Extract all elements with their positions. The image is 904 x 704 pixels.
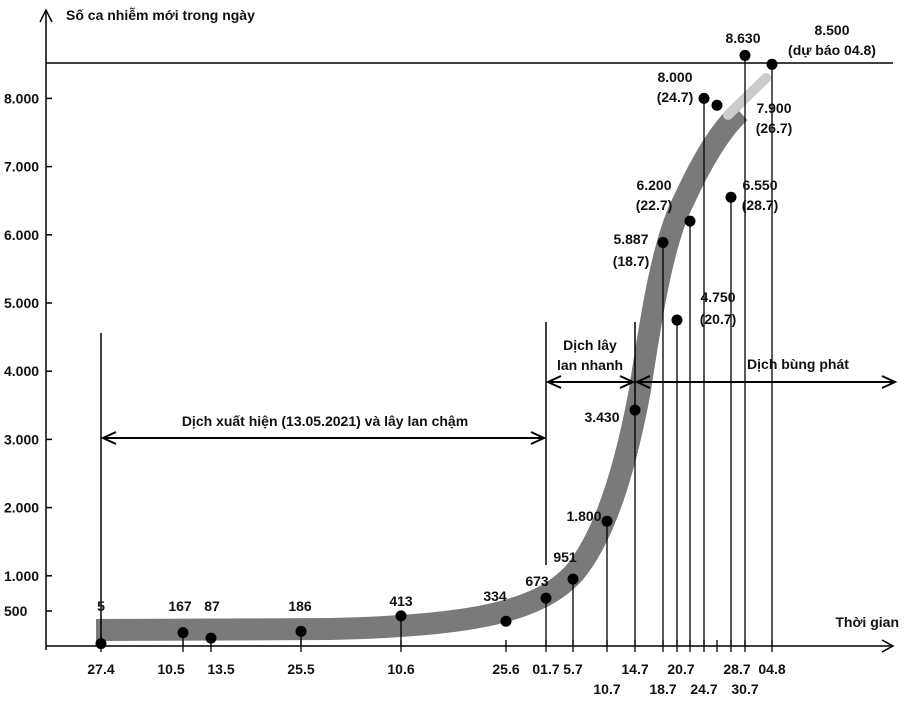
phase-fast-arrow-left [545, 375, 562, 389]
x-tick-label: 30.7 [731, 681, 758, 697]
phase-slow-arrow-left [100, 431, 117, 445]
phase-fast-label-line2: lan nhanh [557, 357, 623, 373]
y-tick-label: 1.000 [4, 568, 39, 584]
x-tick-label: 04.8 [758, 661, 785, 677]
data-point [295, 625, 307, 637]
y-tick-label: 7.000 [4, 159, 39, 175]
y-tick-label: 5.000 [4, 295, 39, 311]
phase-markers: Dịch xuất hiện (13.05.2021) và lây lan c… [100, 322, 898, 646]
x-tick-label: 13.5 [207, 661, 234, 677]
point-value-label: 186 [288, 598, 312, 614]
data-point [540, 592, 552, 604]
point-value-label: 5 [97, 598, 105, 614]
y-tick-label: 2.000 [4, 500, 39, 516]
x-tick-label: 28.7 [723, 661, 750, 677]
x-tick-label: 25.5 [287, 661, 314, 677]
x-tick-label: 01.7 [532, 661, 559, 677]
data-point [671, 314, 683, 326]
data-point [684, 215, 696, 227]
y-axis-arrow [39, 8, 53, 23]
data-point [711, 99, 723, 111]
y-tick-label: 8.000 [4, 90, 39, 106]
y-tick-label: 3.000 [4, 431, 39, 447]
point-value-label: 87 [204, 598, 220, 614]
x-tick-label: 24.7 [690, 681, 717, 697]
x-tick-label: 14.7 [621, 661, 648, 677]
x-tick-label: 5.7 [563, 661, 583, 677]
point-value-label: 334 [483, 588, 507, 604]
point-value-label: 6.550 [742, 177, 777, 193]
y-ticks: 500 1.000 2.000 3.000 4.000 5.000 6.000 7.000 8.… [4, 90, 52, 619]
x-tick-label: 10.6 [387, 661, 414, 677]
data-point [698, 92, 710, 104]
point-value-label: 8.500 [814, 22, 849, 38]
y-tick-label: 6.000 [4, 227, 39, 243]
point-date-label: (24.7) [657, 89, 694, 105]
x-axis-arrow [881, 639, 895, 653]
point-value-label: 7.900 [756, 100, 791, 116]
phase-fast-label-line1: Dịch lây [563, 337, 617, 353]
point-value-label: 167 [168, 598, 192, 614]
point-value-label: 6.200 [636, 177, 671, 193]
data-point [205, 632, 217, 644]
point-value-label: 951 [553, 549, 577, 565]
data-point [739, 49, 751, 61]
x-tick-label: 25.6 [492, 661, 519, 677]
point-date-label: (26.7) [756, 120, 793, 136]
data-point [629, 404, 641, 416]
data-point [601, 515, 613, 527]
phase-slow-label: Dịch xuất hiện (13.05.2021) và lây lan c… [182, 413, 468, 429]
point-value-label: 413 [389, 593, 413, 609]
data-point [657, 237, 669, 249]
point-value-label: 673 [525, 573, 549, 589]
phase-outbreak-label: Dịch bùng phát [747, 356, 849, 372]
x-ticks: 27.4 10.5 13.5 25.5 10.6 25.6 01.7 5.7 14.7 20.7 2… [87, 640, 786, 697]
data-point [395, 610, 407, 622]
point-date-label: (18.7) [613, 253, 650, 269]
data-point [725, 191, 737, 203]
y-tick-label: 500 [4, 603, 28, 619]
data-point [177, 627, 189, 639]
y-axis-label: Số ca nhiễm mới trong ngày [66, 7, 255, 23]
points [95, 49, 778, 650]
data-point [500, 615, 512, 627]
x-tick-label: 27.4 [87, 661, 114, 677]
point-date-label: (dự báo 04.8) [788, 42, 876, 58]
point-date-label: (20.7) [700, 311, 737, 327]
forecast-band [723, 73, 771, 120]
point-date-label: (28.7) [742, 197, 779, 213]
trend-band [95, 103, 748, 641]
point-value-label: 5.887 [613, 231, 648, 247]
phase-fast-arrow-right [619, 375, 636, 389]
x-tick-label: 20.7 [667, 661, 694, 677]
point-date-label: (22.7) [636, 197, 673, 213]
x-tick-label: 18.7 [649, 681, 676, 697]
phase-outbreak-arrow-left [634, 375, 651, 389]
data-point [567, 573, 579, 585]
y-tick-label: 4.000 [4, 363, 39, 379]
data-point [766, 58, 778, 70]
x-tick-label: 10.5 [157, 661, 184, 677]
point-value-label: 8.630 [725, 30, 760, 46]
point-lines [182, 55, 773, 646]
point-value-label: 1.800 [566, 508, 601, 524]
point-value-label: 8.000 [657, 69, 692, 85]
point-value-label: 4.750 [700, 289, 735, 305]
x-axis-label: Thời gian [835, 614, 899, 630]
phase-slow-arrow-right [530, 431, 547, 445]
phase-outbreak-arrow-right [881, 375, 898, 389]
point-value-label: 3.430 [584, 409, 619, 425]
x-tick-label: 10.7 [593, 681, 620, 697]
